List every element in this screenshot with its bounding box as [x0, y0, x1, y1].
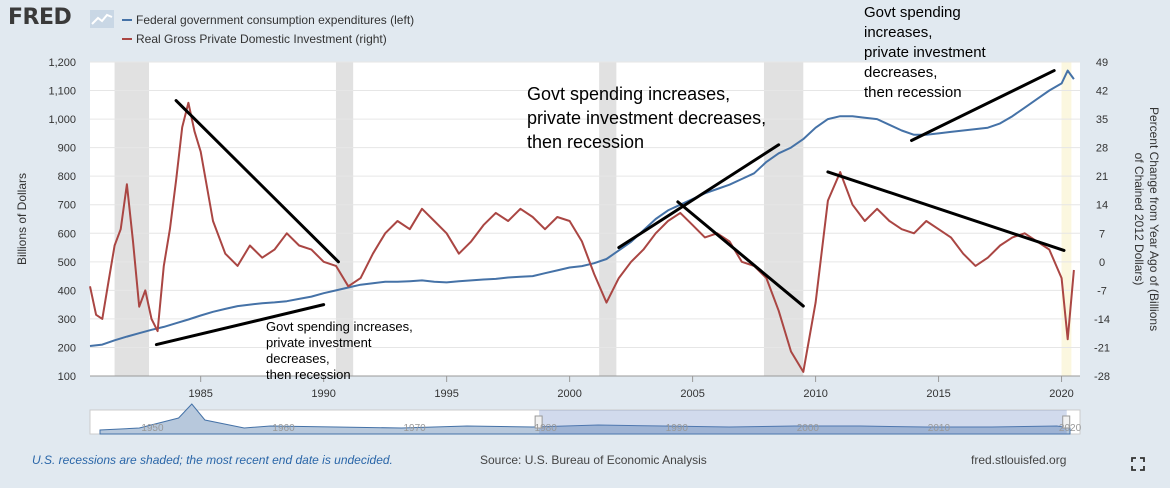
- navigator-handle[interactable]: [1062, 415, 1071, 429]
- annotation-line: increases,: [864, 24, 932, 41]
- x-tick-label: 2020: [1049, 388, 1073, 400]
- annotation-line: Govt spending increases,: [266, 319, 413, 334]
- y-tick-label-right: 0: [1099, 257, 1105, 269]
- y-tick-label-right: -7: [1097, 285, 1107, 297]
- annotation-line: then recession: [527, 132, 644, 152]
- navigator-x-label: 2020: [1059, 423, 1082, 434]
- navigator-x-label: 2010: [928, 423, 951, 434]
- y-tick-label-left: 200: [58, 342, 76, 354]
- y-tick-label-left: 400: [58, 285, 76, 297]
- y-tick-label-right: 21: [1096, 171, 1108, 183]
- recession-band: [1061, 62, 1072, 376]
- x-tick-label: 1985: [188, 388, 212, 400]
- y-tick-label-right: -21: [1094, 342, 1110, 354]
- y-tick-label-right: -14: [1094, 314, 1110, 326]
- legend-item-private-investment[interactable]: Real Gross Private Domestic Investment (…: [122, 32, 387, 46]
- legend-swatch-investment: [122, 38, 132, 40]
- legend-item-federal-spending[interactable]: Federal government consumption expenditu…: [122, 13, 414, 27]
- legend-label-federal: Federal government consumption expenditu…: [136, 13, 415, 27]
- y-tick-label-left: 300: [58, 314, 76, 326]
- x-tick-label: 2000: [557, 388, 581, 400]
- navigator-x-label: 1970: [403, 423, 426, 434]
- source-note: Source: U.S. Bureau of Economic Analysis: [480, 453, 707, 467]
- y-tick-label-left: 1,000: [48, 114, 76, 126]
- y-tick-label-right: 14: [1096, 200, 1108, 212]
- x-tick-label: 1990: [311, 388, 335, 400]
- annotation-text: Govt spending increases, private investme…: [266, 319, 413, 382]
- annotation-trend-line: [617, 143, 781, 250]
- annotation-line: private investment: [864, 44, 987, 61]
- annotation-line: decreases,: [266, 351, 330, 366]
- y-tick-label-left: 500: [58, 257, 76, 269]
- navigator-x-label: 1990: [666, 423, 689, 434]
- navigator-selection: [539, 410, 1067, 434]
- y-tick-label-left: 600: [58, 228, 76, 240]
- y-tick-label-right: 49: [1096, 57, 1108, 69]
- plot-area: [90, 62, 1080, 376]
- navigator-x-label: 2000: [797, 423, 820, 434]
- annotation-trend-line: [174, 99, 340, 264]
- recession-band: [114, 62, 150, 376]
- y-axis-title-right: Percent Change from Year Ago of (Billion…: [1132, 107, 1161, 331]
- legend-label-investment: Real Gross Private Domestic Investment (…: [136, 32, 387, 46]
- x-tick-label: 1995: [434, 388, 458, 400]
- navigator-handle[interactable]: [534, 415, 543, 429]
- annotation-line: private investment: [266, 335, 372, 350]
- annotation-line: private investment decreases,: [527, 108, 766, 128]
- fred-sparkline-icon: [90, 10, 114, 28]
- y-tick-label-left: 1,100: [48, 86, 76, 98]
- site-link[interactable]: fred.stlouisfed.org: [971, 453, 1067, 467]
- annotation-line: decreases,: [864, 64, 937, 81]
- annotation-line: Govt spending increases,: [527, 84, 730, 104]
- annotation-text: Govt spending increases, private investmen…: [864, 4, 987, 101]
- annotation-trend-line: [676, 200, 805, 308]
- annotation-line: Govt spending: [864, 4, 961, 21]
- y-tick-label-left: 900: [58, 143, 76, 155]
- navigator-x-label: 1980: [535, 423, 558, 434]
- y-tick-label-right: -28: [1094, 371, 1110, 383]
- recession-band: [335, 62, 354, 376]
- legend-swatch-federal: [122, 19, 132, 21]
- navigator-x-label: 1960: [272, 423, 295, 434]
- y-axis-title-right-line: of Chained 2012 Dollars): [1132, 153, 1146, 286]
- navigator-x-label: 1950: [141, 423, 164, 434]
- annotation-trend-line: [826, 170, 1066, 252]
- annotation-line: then recession: [864, 84, 962, 101]
- y-axis-title-right-line: Percent Change from Year Ago of (Billion…: [1147, 107, 1161, 331]
- y-tick-label-left: 700: [58, 200, 76, 212]
- fred-logo[interactable]: FRED: [8, 5, 72, 30]
- recession-note: U.S. recessions are shaded; the most rec…: [32, 453, 393, 467]
- annotation-line: then recession: [266, 367, 351, 382]
- y-tick-label-right: 28: [1096, 143, 1108, 155]
- y-tick-label-left: 1,200: [48, 57, 76, 69]
- x-tick-label: 2015: [926, 388, 950, 400]
- y-axis-title-left: Billions of Dollars: [15, 173, 29, 265]
- range-navigator: 1950 1960 1970 1980 1990 2000 2010 2020: [89, 403, 1082, 435]
- x-tick-label: 2005: [680, 388, 704, 400]
- fullscreen-icon[interactable]: [1130, 456, 1146, 472]
- annotation-trend-line: [154, 303, 326, 347]
- navigator-series: [99, 403, 1071, 435]
- y-tick-label-right: 35: [1096, 114, 1108, 126]
- annotation-text: Govt spending increases, private investme…: [527, 84, 766, 152]
- y-tick-label-right: 7: [1099, 228, 1105, 240]
- annotation-trend-line: [910, 69, 1056, 142]
- x-tick-label: 2010: [803, 388, 827, 400]
- series-line-private-investment: [89, 101, 1075, 373]
- y-tick-label-left: 100: [58, 371, 76, 383]
- y-tick-label-right: 42: [1096, 86, 1108, 98]
- y-tick-label-left: 800: [58, 171, 76, 183]
